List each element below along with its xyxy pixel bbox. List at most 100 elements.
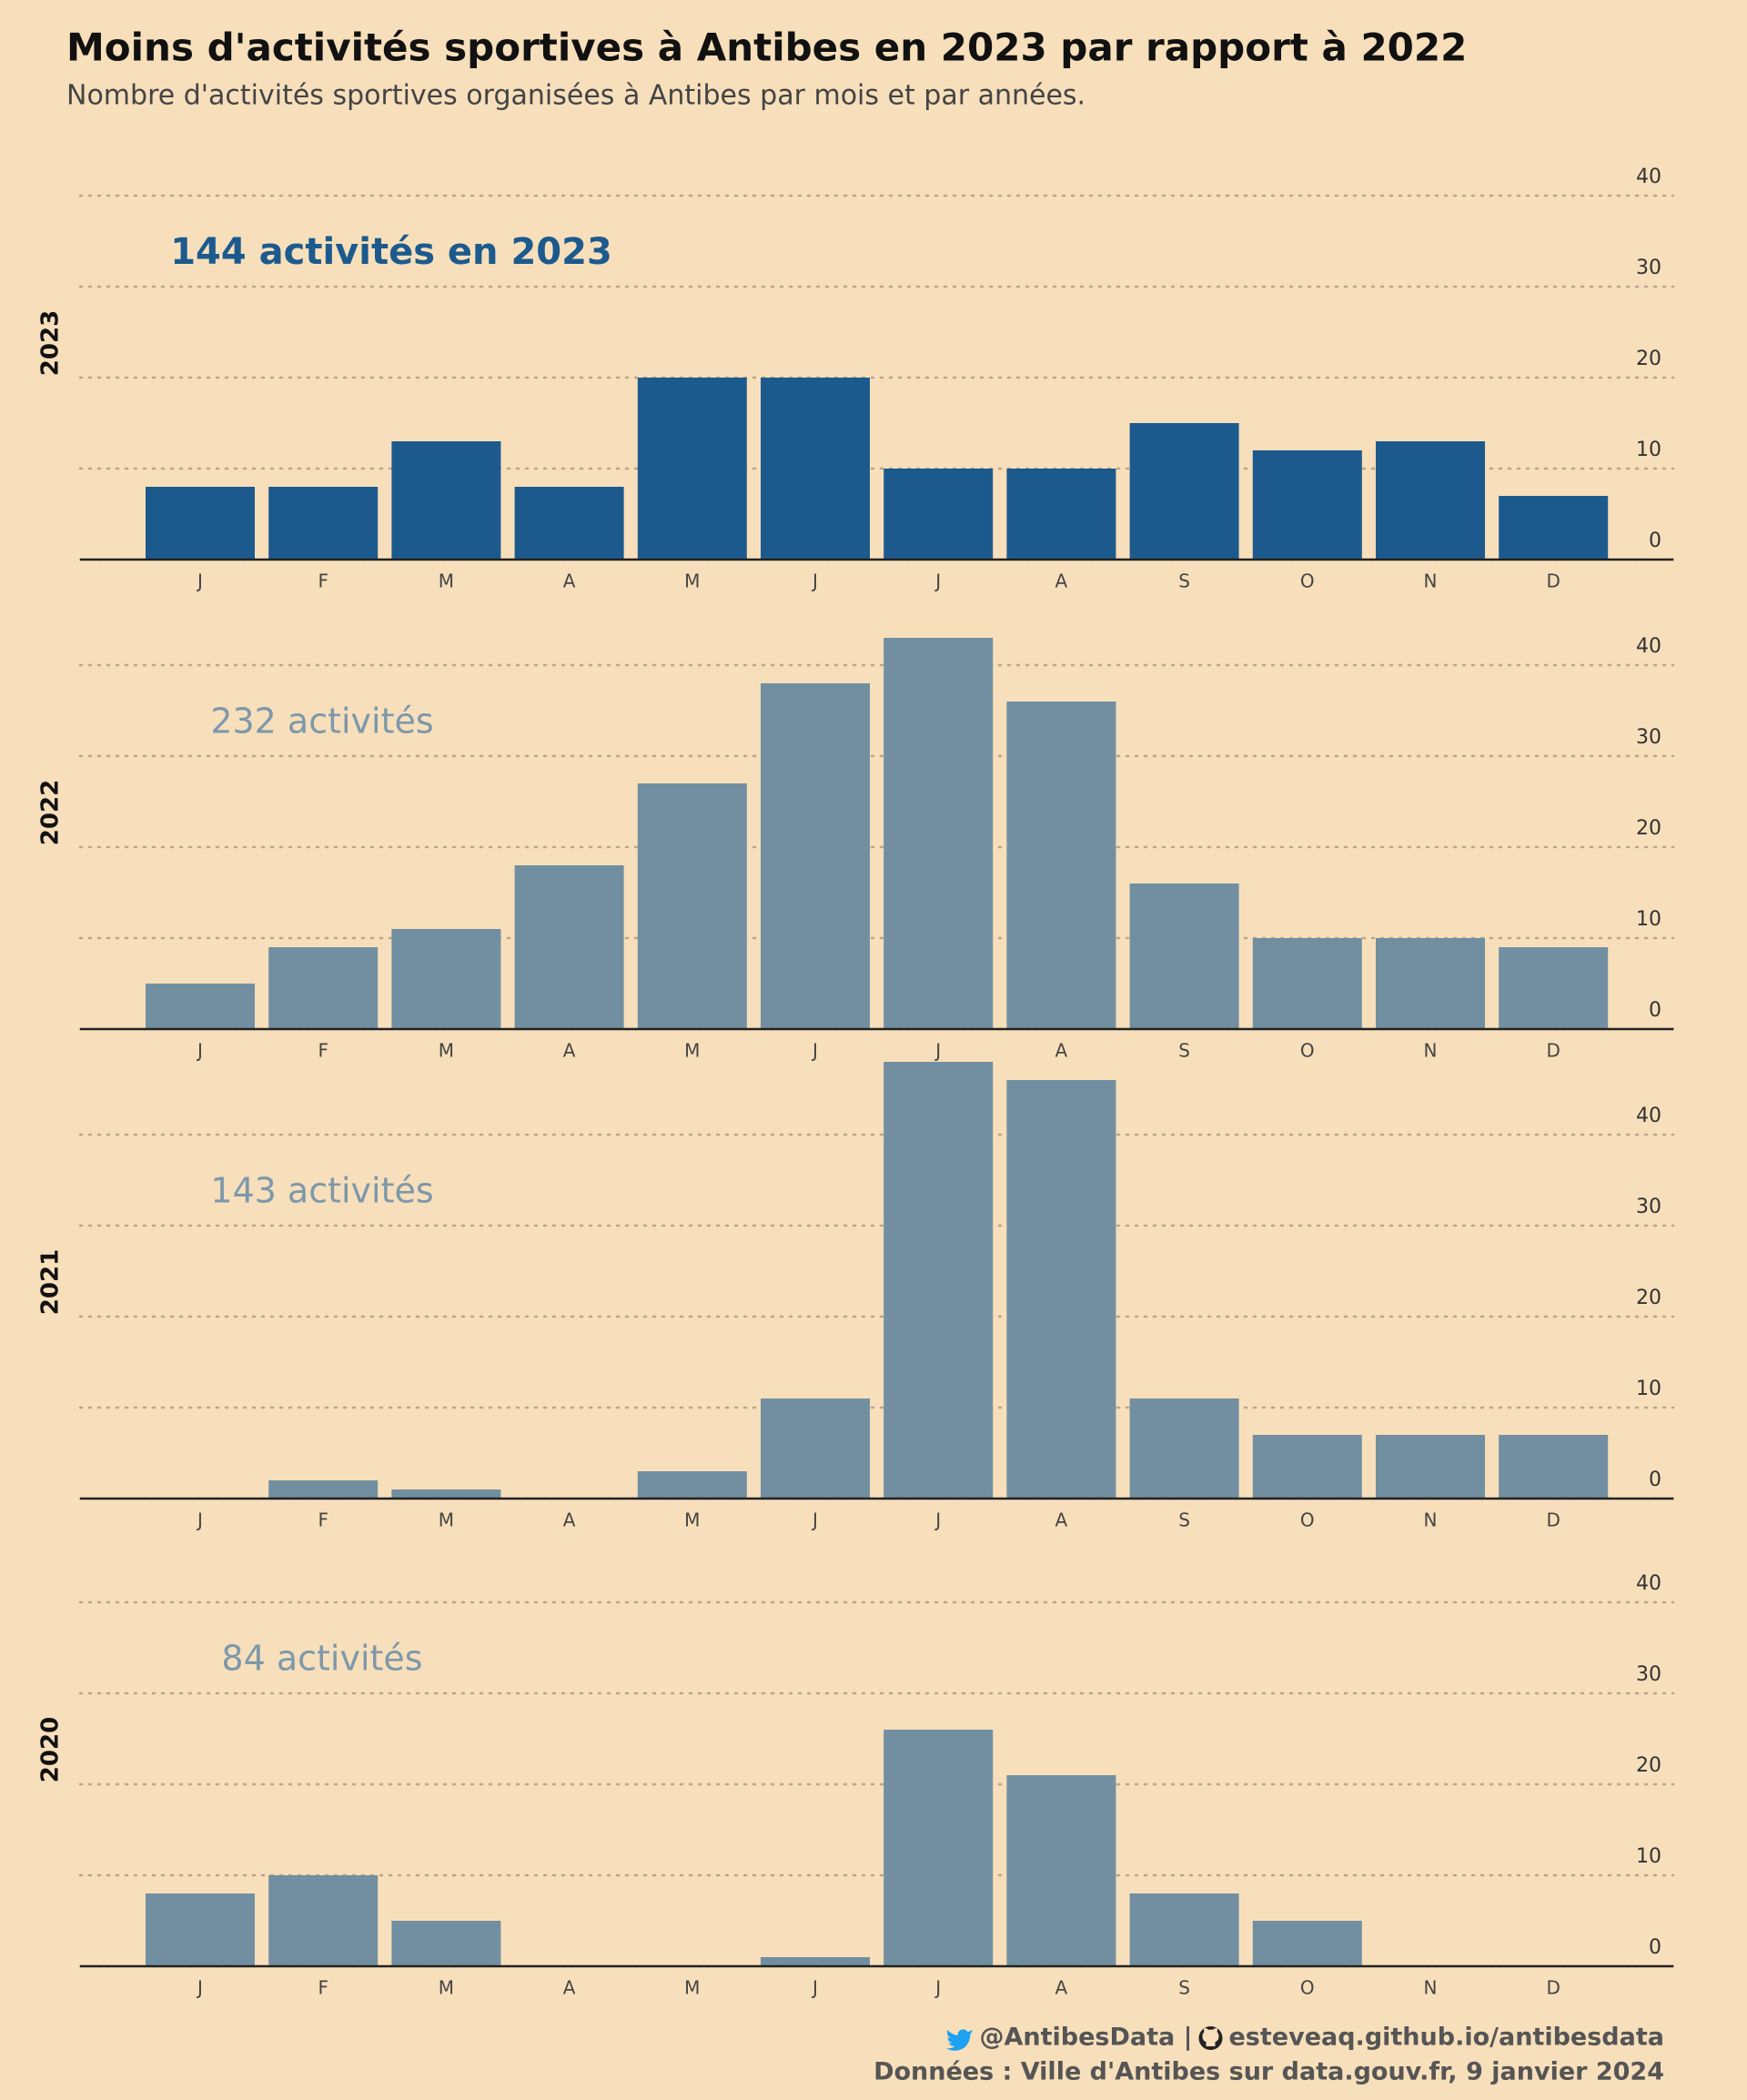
bar — [391, 441, 501, 560]
x-tick-label: J — [811, 1509, 818, 1531]
panel: 0 10 20 30 40 J F M A M J J A S O N D 2020 84 activités — [37, 1572, 1675, 1999]
y-tick-label: 30 — [1636, 726, 1661, 749]
y-tick-label: 20 — [1636, 1287, 1661, 1309]
bar — [391, 929, 501, 1029]
bar — [1006, 702, 1116, 1029]
panel-annotation: 144 activités en 2023 — [170, 231, 612, 273]
bar — [761, 683, 870, 1029]
bar — [1252, 450, 1362, 560]
x-tick-label: O — [1300, 1040, 1315, 1062]
bar — [761, 378, 870, 560]
bar — [884, 638, 994, 1029]
x-tick-label: J — [196, 1977, 203, 1999]
bar — [1129, 883, 1239, 1029]
bar — [391, 1921, 501, 1966]
x-tick-label: A — [563, 1040, 576, 1062]
panel: 0 10 20 30 40 J F M A M J J A S O N D 2021 143 activités — [37, 1062, 1675, 1531]
panel-annotation: 84 activités — [221, 1639, 422, 1679]
x-tick-label: O — [1300, 1509, 1315, 1531]
bar — [1129, 1893, 1239, 1966]
bar — [1006, 1080, 1116, 1499]
x-tick-label: A — [563, 570, 576, 592]
panel-label: 2021 — [37, 1249, 65, 1315]
x-tick-label: F — [318, 1040, 328, 1062]
x-tick-label: J — [196, 1509, 203, 1531]
x-tick-label: O — [1300, 570, 1315, 592]
y-tick-label: 20 — [1636, 817, 1661, 840]
panel-label: 2023 — [37, 310, 65, 376]
bar — [268, 1480, 379, 1499]
x-tick-label: A — [1055, 570, 1068, 592]
x-tick-label: F — [318, 570, 328, 592]
panel-label: 2022 — [37, 780, 65, 845]
y-tick-label: 10 — [1636, 1378, 1661, 1400]
bar — [1252, 1921, 1362, 1966]
x-tick-label: J — [196, 570, 203, 592]
x-tick-label: M — [439, 1040, 454, 1062]
x-tick-label: M — [684, 570, 700, 592]
bar — [637, 1471, 747, 1499]
panel: 0 10 20 30 40 J F M A M J J A S O N D 2023 144 activités e… — [37, 166, 1675, 592]
y-tick-label: 20 — [1636, 348, 1661, 370]
y-tick-label: 20 — [1636, 1754, 1661, 1777]
x-tick-label: J — [811, 1977, 818, 1999]
x-tick-label: J — [811, 570, 818, 592]
y-tick-label: 0 — [1649, 1936, 1661, 1959]
chart-title: Moins d'activités sportives à Antibes en… — [66, 25, 1467, 70]
x-tick-label: S — [1178, 1509, 1190, 1531]
x-tick-label: M — [439, 1977, 454, 1999]
caption-handle: @AntibesData | — [979, 2024, 1192, 2052]
bar — [146, 1893, 255, 1966]
y-tick-label: 0 — [1649, 1469, 1661, 1491]
x-tick-label: J — [934, 1977, 941, 1999]
x-tick-label: N — [1424, 1040, 1438, 1062]
x-tick-label: A — [563, 1509, 576, 1531]
x-tick-label: S — [1178, 1977, 1190, 1999]
bar — [1006, 469, 1116, 560]
chart-subtitle: Nombre d'activités sportives organisées … — [66, 80, 1086, 112]
bar — [268, 947, 379, 1029]
bar — [514, 487, 624, 560]
y-tick-label: 30 — [1636, 1663, 1661, 1686]
x-tick-label: S — [1178, 570, 1190, 592]
y-tick-label: 10 — [1636, 439, 1661, 461]
x-tick-label: M — [684, 1040, 700, 1062]
x-tick-label: M — [684, 1977, 700, 1999]
y-tick-label: 40 — [1636, 1572, 1661, 1595]
y-tick-label: 40 — [1636, 166, 1661, 188]
y-tick-label: 40 — [1636, 1105, 1661, 1127]
bar — [391, 1489, 501, 1499]
github-icon — [1198, 2026, 1223, 2050]
y-tick-label: 10 — [1636, 1845, 1661, 1868]
x-tick-label: M — [439, 570, 454, 592]
bar — [637, 783, 747, 1029]
panel-label: 2020 — [37, 1717, 65, 1782]
x-tick-label: A — [1055, 1509, 1068, 1531]
bar — [1129, 1398, 1239, 1499]
x-tick-label: D — [1546, 1509, 1560, 1531]
x-tick-label: J — [811, 1040, 818, 1062]
x-tick-label: N — [1424, 570, 1438, 592]
bar — [268, 487, 379, 560]
x-tick-label: D — [1546, 570, 1560, 592]
panel-annotation: 232 activités — [210, 702, 433, 742]
bar — [1376, 938, 1485, 1029]
bar — [761, 1957, 870, 1966]
x-tick-label: D — [1546, 1040, 1560, 1062]
x-tick-label: F — [318, 1977, 328, 1999]
bar — [1499, 496, 1609, 560]
bar — [637, 378, 747, 560]
bar — [1376, 1435, 1485, 1499]
y-tick-label: 0 — [1649, 999, 1661, 1022]
bar — [884, 1062, 994, 1499]
caption-source: Données : Ville d'Antibes sur data.gouv.… — [874, 2058, 1664, 2086]
x-tick-label: A — [563, 1977, 576, 1999]
bar — [1129, 423, 1239, 560]
y-tick-label: 30 — [1636, 257, 1661, 279]
twitter-icon — [945, 2029, 973, 2051]
panel: 0 10 20 30 40 J F M A M J J A S O N D 2022 232 activités — [37, 635, 1675, 1062]
x-tick-label: F — [318, 1509, 328, 1531]
x-tick-label: N — [1424, 1977, 1438, 1999]
